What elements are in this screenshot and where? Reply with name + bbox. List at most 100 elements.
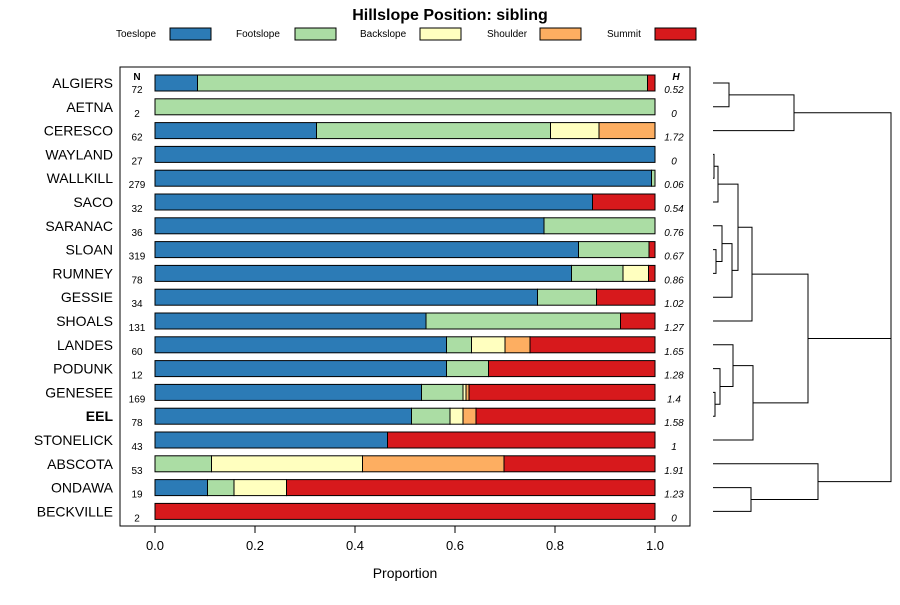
row-h-wayland: 0 (671, 156, 677, 167)
bar-podunk-summit (488, 360, 656, 378)
bar-rumney-toeslope (154, 264, 572, 282)
dendro-root (794, 112, 892, 411)
bar-gessie-toeslope (154, 288, 538, 306)
row-n-abscota: 53 (131, 466, 143, 477)
bar-wallkill-footslope (651, 169, 656, 187)
row-n-eel: 78 (131, 418, 143, 429)
row-n-rumney: 78 (131, 275, 143, 286)
row-h-stonelick: 1 (671, 442, 677, 453)
row-h-shoals: 1.27 (664, 323, 684, 334)
bar-rumney-backslope (622, 264, 649, 282)
dendrogram (713, 82, 892, 512)
row-label-podunk: PODUNK (53, 361, 114, 377)
row-n-saco: 32 (131, 204, 143, 215)
bar-rumney-footslope (571, 264, 624, 282)
dendro-group-bcd (808, 337, 892, 483)
bar-stonelick-toeslope (154, 431, 388, 449)
chart-rows: ALGIERS 72 0.52 AETNA 2 0 CERESCO 62 1.72 WAYLAND… (34, 74, 684, 524)
bar-ceresco-backslope (550, 122, 600, 140)
bar-saranac-toeslope (154, 217, 545, 235)
plot-frame (119, 66, 691, 527)
row-h-algiers: 0.52 (664, 85, 684, 96)
bar-eel-backslope (449, 407, 464, 425)
bar-eel-summit (475, 407, 656, 425)
bar-shoals-toeslope (154, 312, 427, 330)
row-n-wallkill: 279 (129, 180, 146, 191)
x-tick-label-4: 0.8 (546, 538, 564, 553)
row-n-podunk: 12 (131, 371, 143, 382)
bar-eel-footslope (411, 407, 451, 425)
bar-algiers-footslope (197, 74, 648, 92)
legend-label-shoulder: Shoulder (487, 29, 528, 40)
bar-genesee-toeslope (154, 383, 422, 401)
bar-beckville-summit (154, 502, 656, 520)
x-tick-label-0: 0.0 (146, 538, 164, 553)
bar-wallkill-toeslope (154, 169, 652, 187)
row-label-ondawa: ONDAWA (51, 480, 114, 496)
bar-genesee-summit (468, 383, 656, 401)
row-label-gessie: GESSIE (61, 289, 113, 305)
row-h-abscota: 1.91 (664, 466, 683, 477)
row-h-beckville: 0 (671, 513, 677, 524)
dendro-wayland-wallkill (713, 153, 715, 179)
bar-ondawa-footslope (207, 479, 235, 497)
row-label-rumney: RUMNEY (52, 265, 113, 281)
row-label-wallkill: WALLKILL (47, 170, 114, 186)
row-label-sloan: SLOAN (66, 242, 113, 258)
bar-ondawa-toeslope (154, 479, 208, 497)
bar-shoals-summit (620, 312, 656, 330)
row-n-beckville: 2 (134, 513, 140, 524)
legend: Toeslope Footslope Backslope Shoulder Summit (116, 27, 697, 41)
row-label-stonelick: STONELICK (34, 432, 114, 448)
bar-saranac-footslope (543, 217, 656, 235)
row-label-saranac: SARANAC (45, 218, 113, 234)
row-h-eel: 1.58 (664, 418, 684, 429)
row-n-landes: 60 (131, 347, 143, 358)
bar-wayland-toeslope (154, 145, 656, 163)
bar-landes-toeslope (154, 336, 447, 354)
bar-gessie-summit (596, 288, 656, 306)
bar-landes-footslope (446, 336, 472, 354)
row-h-landes: 1.65 (664, 347, 684, 358)
row-n-saranac: 36 (131, 228, 143, 239)
bar-landes-summit (529, 336, 656, 354)
row-h-aetna: 0 (671, 109, 677, 120)
dendro-ceresco (713, 94, 795, 132)
row-label-beckville: BECKVILLE (37, 503, 113, 519)
bar-saco-toeslope (154, 193, 593, 211)
row-h-genesee: 1.4 (667, 394, 681, 405)
bar-algiers-summit (647, 74, 656, 92)
bar-algiers-toeslope (154, 74, 198, 92)
bar-abscota-shoulder (362, 455, 505, 473)
row-h-ondawa: 1.23 (664, 490, 684, 501)
legend-swatch-summit (654, 27, 697, 41)
bar-landes-backslope (471, 336, 506, 354)
row-n-ceresco: 62 (131, 133, 143, 144)
row-label-ceresco: CERESCO (44, 123, 113, 139)
dendro-ondawa-beckville (713, 487, 752, 512)
dendro-saranac (713, 225, 723, 262)
legend-label-footslope: Footslope (236, 29, 280, 40)
row-n-sloan: 319 (129, 252, 146, 263)
row-h-ceresco: 1.72 (664, 133, 684, 144)
legend-swatch-shoulder (539, 27, 582, 41)
legend-label-summit: Summit (607, 29, 641, 40)
bar-genesee-footslope (421, 383, 464, 401)
bar-sloan-summit (648, 241, 656, 259)
x-tick-label-3: 0.6 (446, 538, 464, 553)
dendro-group-bc (752, 273, 809, 404)
dendro-genesee-eel (713, 391, 716, 417)
dendro-abscota (713, 463, 819, 500)
legend-swatch-backslope (419, 27, 462, 41)
legend-label-toeslope: Toeslope (116, 29, 156, 40)
bar-stonelick-summit (387, 431, 656, 449)
bar-sloan-footslope (578, 241, 650, 259)
bar-podunk-toeslope (154, 360, 447, 378)
row-n-wayland: 27 (131, 156, 143, 167)
row-h-gessie: 1.02 (664, 299, 684, 310)
legend-swatch-footslope (294, 27, 337, 41)
row-h-rumney: 0.86 (664, 275, 684, 286)
dendro-algiers-aetna (713, 82, 730, 108)
row-n-ondawa: 19 (131, 490, 143, 501)
